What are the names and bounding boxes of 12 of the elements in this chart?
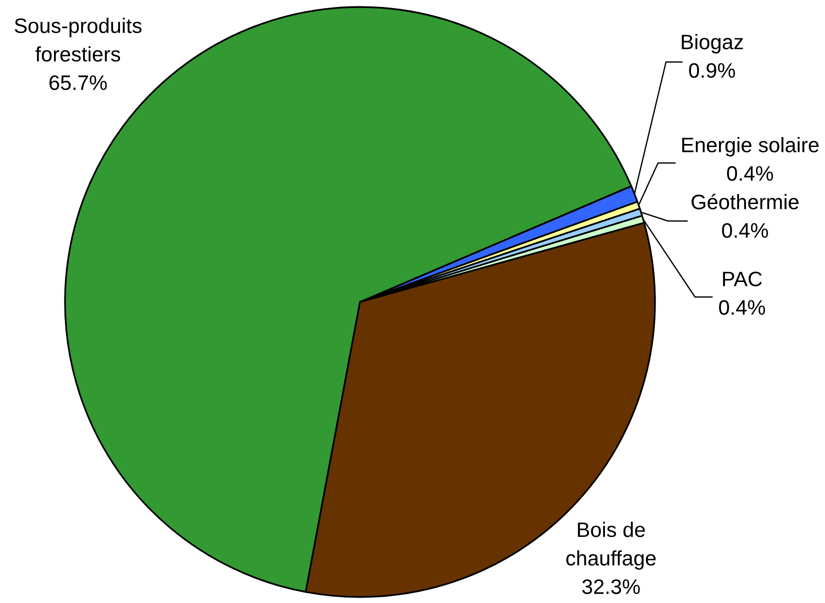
data-label: 0.4% [727, 166, 774, 181]
slice-label: PAC [723, 272, 762, 286]
slice-label: Géothermie [692, 194, 798, 210]
data-label: 0.4% [719, 300, 766, 315]
slice-label: Bois de chauffage [566, 522, 656, 570]
data-label: 65.7% [50, 75, 107, 90]
data-label: 0.4% [722, 223, 768, 238]
slice-label: Biogaz [682, 34, 743, 54]
data-label: 0.9% [689, 63, 736, 78]
slice-label: Energie solaire [682, 137, 819, 156]
slice-label: Sous-produits forestiers [14, 18, 142, 62]
data-label: 32.3% [582, 579, 640, 594]
